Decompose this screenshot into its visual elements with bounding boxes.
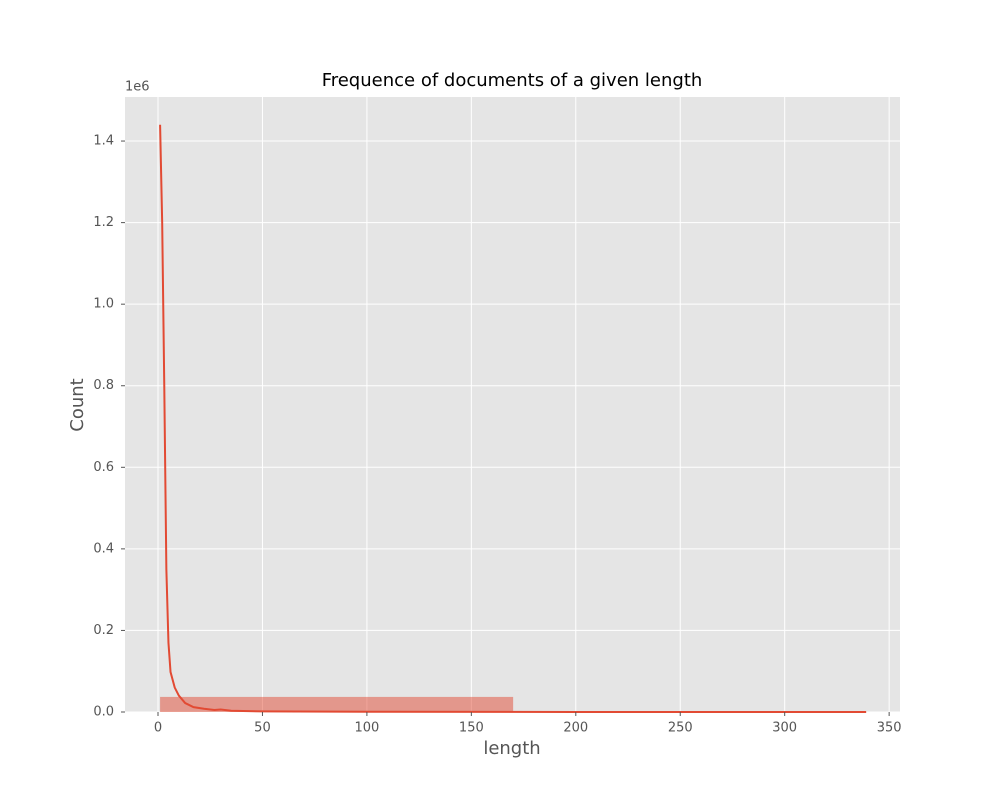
y-tick-label: 0.8: [93, 378, 114, 393]
x-tick-label: 50: [254, 721, 271, 736]
histogram-bar: [160, 696, 514, 712]
x-tick-label: 300: [772, 721, 797, 736]
density-line: [159, 124, 867, 713]
x-tick-label: 200: [563, 721, 588, 736]
plot-area: [125, 97, 900, 712]
y-tick-label: 1.2: [93, 215, 114, 230]
y-offset-label: 1e6: [125, 80, 150, 95]
x-axis-label: length: [483, 738, 540, 759]
y-tick-label: 0.4: [93, 541, 114, 556]
y-tick-label: 1.4: [93, 134, 114, 149]
x-tick-label: 100: [354, 721, 379, 736]
y-tick-label: 0.0: [93, 705, 114, 720]
grid: [125, 97, 900, 713]
x-tick-label: 350: [877, 721, 902, 736]
marks: [159, 124, 867, 713]
x-tick-label: 0: [154, 721, 162, 736]
chart-title: Frequence of documents of a given length: [322, 70, 703, 91]
x-tick-label: 150: [459, 721, 484, 736]
y-tick-label: 1.0: [93, 297, 114, 312]
y-tick-label: 0.6: [93, 460, 114, 475]
y-tick-label: 0.2: [93, 623, 114, 638]
x-tick-label: 250: [668, 721, 693, 736]
y-axis-label: Count: [67, 378, 88, 431]
